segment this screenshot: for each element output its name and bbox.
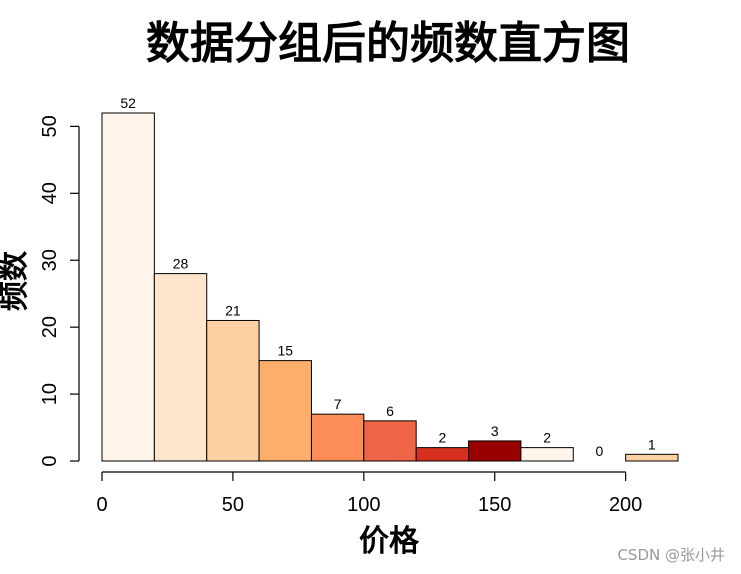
bar-value-label: 0 (596, 443, 604, 459)
y-tick-label: 0 (39, 455, 61, 466)
bar-value-label: 2 (543, 430, 551, 446)
x-tick-label: 150 (478, 494, 511, 516)
bar-value-label: 3 (491, 423, 499, 439)
bar-value-label: 52 (120, 95, 136, 111)
data-labels-group: 52 28 21 15 7 6 2 3 2 0 1 (120, 95, 656, 459)
x-tick-label: 100 (347, 494, 380, 516)
bar-value-label: 1 (648, 436, 656, 452)
histogram-bar (310, 413, 365, 462)
histogram-bar (153, 273, 208, 462)
y-axis-title: 频数 (0, 250, 32, 311)
y-tick-label: 40 (39, 182, 61, 204)
chart-title: 数据分组后的频数直方图 (146, 18, 630, 69)
histogram-bar (101, 112, 155, 462)
bar-value-label: 21 (225, 302, 241, 318)
x-axis: 0 50 100 150 200 (96, 471, 642, 516)
histogram-bar (468, 440, 522, 462)
histogram-bar (363, 420, 417, 462)
bar-value-label: 15 (277, 343, 293, 359)
histogram-bar (206, 319, 260, 462)
y-tick-label: 10 (39, 383, 61, 405)
y-tick-label: 30 (39, 249, 61, 271)
x-tick-label: 50 (222, 494, 244, 516)
histogram-bar (258, 360, 312, 462)
bar-value-label: 7 (334, 396, 342, 412)
y-tick-label: 50 (39, 115, 61, 137)
watermark: CSDN @张小井 (617, 546, 725, 564)
y-axis: 0 10 20 30 40 50 (39, 115, 80, 467)
histogram-bar (520, 447, 574, 462)
x-tick-label: 200 (609, 494, 642, 516)
histogram-bar (625, 453, 679, 462)
y-tick-label: 20 (39, 316, 61, 338)
bars-group (101, 112, 679, 462)
histogram-bar (415, 447, 470, 462)
bar-value-label: 28 (173, 256, 189, 272)
bar-value-label: 6 (386, 403, 394, 419)
x-axis-title: 价格 (359, 524, 420, 559)
bar-value-label: 2 (438, 430, 446, 446)
x-tick-label: 0 (96, 494, 107, 516)
